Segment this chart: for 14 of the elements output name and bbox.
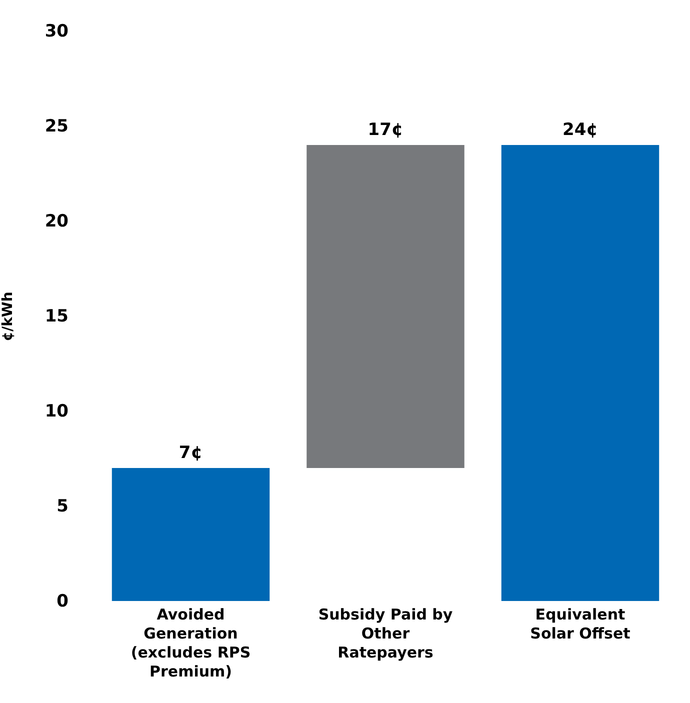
- x-tick-label: Equivalent Solar Offset: [530, 606, 630, 642]
- y-tick-label: 5: [56, 496, 68, 516]
- y-tick-label: 10: [44, 402, 69, 422]
- data-label: 24¢: [562, 120, 598, 140]
- data-label: 17¢: [368, 120, 404, 140]
- y-tick-label: 15: [44, 306, 68, 326]
- y-tick-label: 30: [44, 22, 69, 42]
- y-axis-title: ¢/kWh: [0, 292, 16, 342]
- y-tick-label: 20: [44, 212, 69, 232]
- y-tick-label: 0: [56, 592, 69, 612]
- data-label: 7¢: [178, 443, 203, 463]
- x-tick-label: Avoided Generation (excludes RPS Premium): [130, 606, 251, 680]
- x-tick-label: Subsidy Paid by Other Ratepayers: [318, 606, 453, 662]
- y-tick-label: 25: [44, 116, 68, 136]
